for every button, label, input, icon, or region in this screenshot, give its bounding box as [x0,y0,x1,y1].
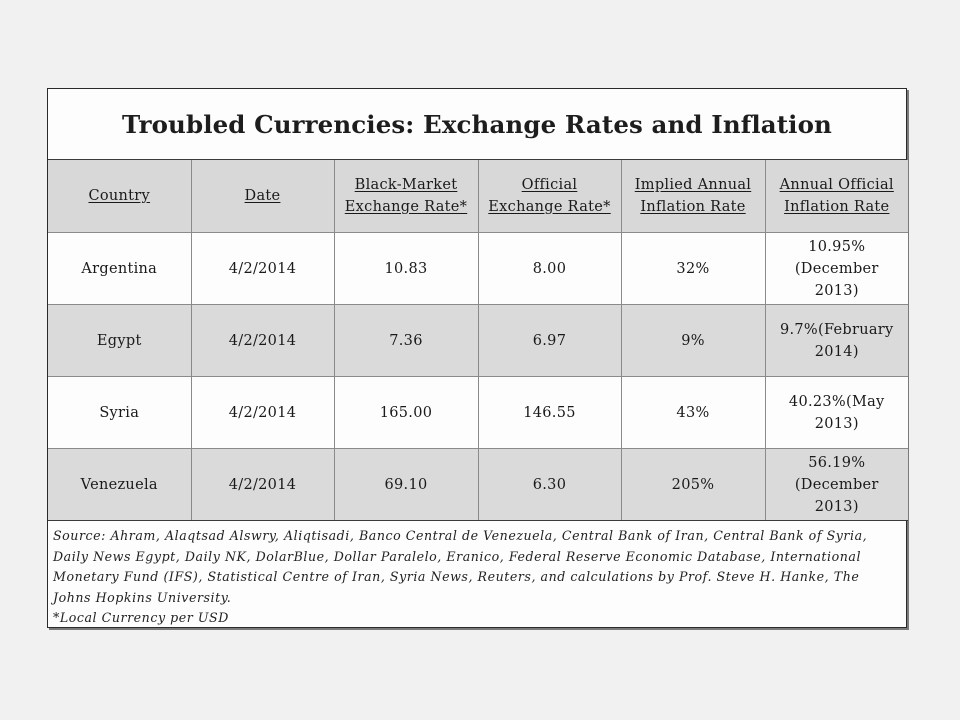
cell-official-inflation: 56.19% (December 2013) [764,448,908,521]
table-row-argentina: Argentina 4/2/2014 10.83 8.00 32% 10.95%… [48,232,908,305]
table-row-venezuela: Venezuela 4/2/2014 69.10 6.30 205% 56.19… [48,448,908,521]
currency-table: Country Date Black-Market Exchange Rate*… [48,160,908,521]
cell-implied-inflation: 205% [620,448,766,521]
source-line: Johns Hopkins University. [53,589,232,605]
source-line: Monetary Fund (IFS), Statistical Centre … [53,569,860,584]
cell-implied-inflation: 32% [620,232,766,305]
cell-black-market-rate: 10.83 [333,232,479,305]
title-bar: Troubled Currencies: Exchange Rates and … [48,89,906,160]
source-line: Source: Ahram, Alaqtsad Alswry, Aliqtisa… [53,528,868,543]
cell-country: Egypt [48,304,192,377]
cell-official-rate: 6.97 [477,304,622,377]
header-black-market-rate: Black-Market Exchange Rate* [333,160,479,233]
cell-official-rate: 6.30 [477,448,622,521]
cell-country: Argentina [48,232,192,305]
cell-date: 4/2/2014 [190,376,335,449]
cell-implied-inflation: 9% [620,304,766,377]
source-line: Daily News Egypt, Daily NK, DolarBlue, D… [53,548,862,564]
table-row-egypt: Egypt 4/2/2014 7.36 6.97 9% 9.7%(Februar… [48,304,908,377]
cell-official-inflation: 9.7%(February 2014) [764,304,908,377]
footnote: *Local Currency per USD [53,610,229,625]
currency-table-card: Troubled Currencies: Exchange Rates and … [47,88,908,629]
source-notes: Source: Ahram, Alaqtsad Alswry, Aliqtisa… [48,521,906,629]
header-country: Country [48,160,192,233]
header-official-inflation: Annual Official Inflation Rate [764,160,908,233]
cell-country: Venezuela [48,448,192,521]
header-date: Date [190,160,335,233]
header-row: Country Date Black-Market Exchange Rate*… [48,160,908,233]
cell-date: 4/2/2014 [190,232,335,305]
cell-date: 4/2/2014 [190,304,335,377]
cell-official-inflation: 40.23%(May 2013) [764,376,908,449]
table-title: Troubled Currencies: Exchange Rates and … [122,109,832,139]
cell-black-market-rate: 7.36 [333,304,479,377]
table-row-syria: Syria 4/2/2014 165.00 146.55 43% 40.23%(… [48,376,908,449]
cell-official-inflation: 10.95% (December 2013) [764,232,908,305]
cell-official-rate: 8.00 [477,232,622,305]
header-official-rate: Official Exchange Rate* [477,160,622,233]
cell-implied-inflation: 43% [620,376,766,449]
cell-black-market-rate: 69.10 [333,448,479,521]
cell-official-rate: 146.55 [477,376,622,449]
cell-black-market-rate: 165.00 [333,376,479,449]
header-implied-inflation: Implied Annual Inflation Rate [620,160,766,233]
cell-country: Syria [48,376,192,449]
cell-date: 4/2/2014 [190,448,335,521]
